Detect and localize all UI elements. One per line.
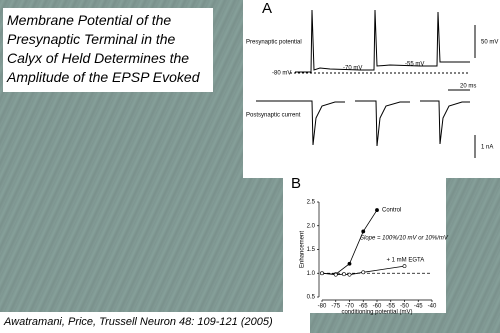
point bbox=[375, 208, 379, 212]
x-tick-label: -60 bbox=[373, 304, 382, 310]
citation-box: Awatramani, Price, Trussell Neuron 48: 1… bbox=[0, 312, 310, 333]
point bbox=[361, 270, 366, 275]
x-tick-label: -40 bbox=[428, 304, 437, 310]
y-tick-label: 2.5 bbox=[307, 200, 316, 206]
potential-label: -55 mV bbox=[405, 62, 424, 68]
chart: 0.5 1.0 1.5 2.0 2.5 -80 -75 -70 -65 -60 -55 -50 -45-… bbox=[300, 200, 449, 316]
title: Membrane Potential of the Presynaptic Te… bbox=[7, 12, 200, 85]
panel-a-bg bbox=[243, 0, 500, 178]
panel-label: A bbox=[262, 0, 272, 17]
potential-label: -80 mV bbox=[272, 71, 291, 77]
panel-b-bg bbox=[283, 175, 446, 313]
trace-label: Postsynaptic current bbox=[246, 113, 301, 119]
series-line bbox=[321, 265, 405, 276]
x-axis-label: conditioning potential (mV) bbox=[341, 310, 412, 316]
x-tick-label: -45 bbox=[414, 304, 423, 310]
scale-label: 1 nA bbox=[481, 145, 493, 151]
title-box: Membrane Potential of the Presynaptic Te… bbox=[3, 8, 213, 92]
scale-label: 50 mV bbox=[481, 40, 498, 46]
y-tick-label: 2.0 bbox=[307, 223, 316, 229]
point bbox=[342, 272, 346, 277]
citation: Awatramani, Price, Trussell Neuron 48: 1… bbox=[4, 316, 273, 328]
legend-label: Control bbox=[382, 208, 401, 214]
x-tick-label: -55 bbox=[386, 304, 395, 310]
y-axis-label: Enhancement bbox=[300, 231, 306, 268]
y-tick-label: 1.0 bbox=[307, 271, 316, 277]
point bbox=[347, 272, 352, 277]
x-tick-label: -65 bbox=[359, 304, 368, 310]
point bbox=[361, 229, 366, 234]
point bbox=[347, 261, 352, 266]
point bbox=[333, 272, 338, 277]
potential-label: -70 mV bbox=[343, 66, 362, 72]
point bbox=[402, 264, 407, 269]
scale-label: 20 ms bbox=[460, 84, 476, 90]
annotation: Slope = 100%/10 mV or 10%/mV bbox=[360, 236, 449, 242]
traces bbox=[256, 9, 476, 158]
y-tick-label: 0.5 bbox=[307, 295, 316, 301]
legend-label: + 1 mM EGTA bbox=[387, 258, 425, 264]
trace-label: Presynaptic potential bbox=[246, 40, 302, 46]
panel-label: B bbox=[291, 175, 301, 192]
x-tick-label: -50 bbox=[400, 304, 409, 310]
x-tick-label: -75 bbox=[331, 304, 340, 310]
x-tick-label: -80 bbox=[318, 304, 327, 310]
x-tick-label: -70 bbox=[345, 304, 354, 310]
y-tick-label: 1.5 bbox=[307, 247, 316, 253]
point bbox=[320, 271, 324, 276]
